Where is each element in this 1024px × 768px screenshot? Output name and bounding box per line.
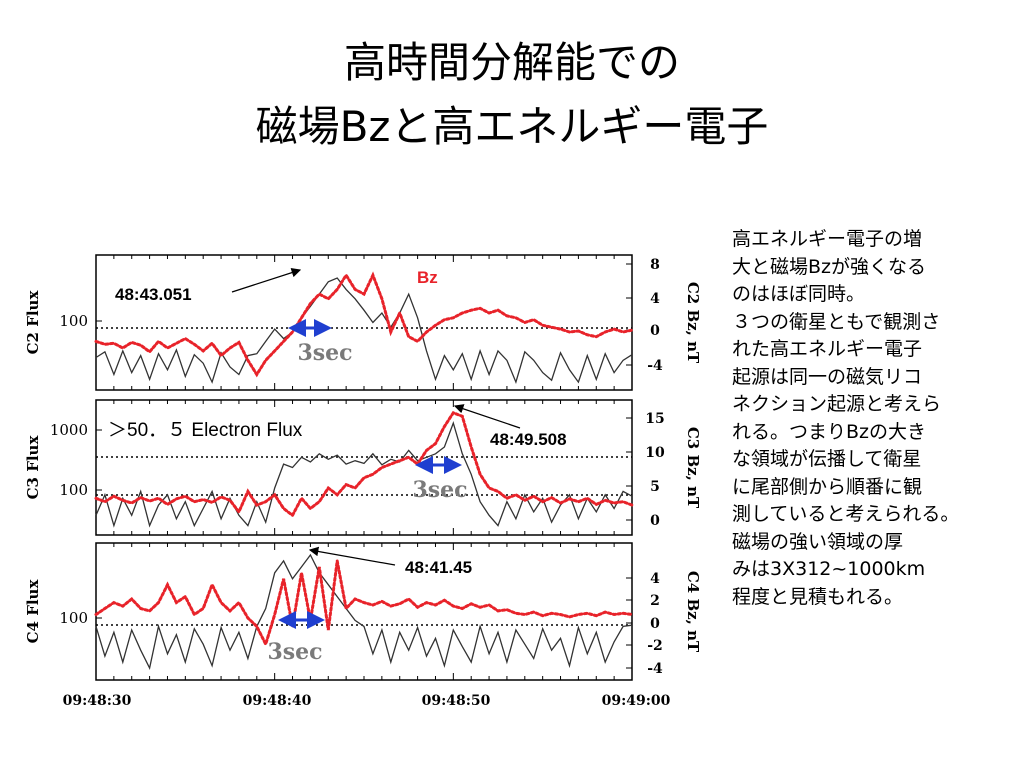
bz-series-line — [94, 410, 634, 518]
side-text-line: ネクション起源と考えら — [732, 393, 942, 415]
right-tick-label: 15 — [645, 411, 664, 427]
right-tick-label: 10 — [645, 445, 665, 461]
right-axis-title: C4 Bz, nT — [684, 571, 702, 653]
right-tick-label: -4 — [647, 358, 663, 374]
side-text-line: 磁場の強い領域の厚 — [732, 530, 904, 553]
left-axis-title: C3 Flux — [24, 435, 42, 500]
side-text-line: 大と磁場Bzが強くなる — [732, 255, 927, 278]
right-tick-label: -4 — [647, 661, 663, 677]
side-text-line: 測していると考えられる。 — [732, 503, 960, 525]
side-text-line: な領域が伝播して衛星 — [732, 448, 922, 470]
flux-series-line — [95, 421, 633, 528]
side-text-line: 起源は同一の磁気リコ — [732, 365, 923, 388]
side-text-line: 程度と見積もれる。 — [732, 585, 904, 608]
bz-series-line — [94, 271, 634, 378]
annotation-time-label: 48:49.508 — [490, 430, 567, 449]
annotation-time-label: 48:43.051 — [115, 285, 192, 304]
flux-series-line — [95, 277, 633, 385]
panel-frame — [95, 254, 633, 391]
x-tick-label: 09:48:40 — [243, 693, 312, 709]
x-tick-label: 09:48:50 — [422, 693, 491, 709]
flux-series-line — [95, 553, 633, 670]
x-tick-label: 09:49:00 — [602, 693, 671, 709]
annotation-time-label: 48:41.45 — [405, 558, 472, 577]
right-axis-title: C2 Bz, nT — [684, 282, 702, 364]
annotation-arrow — [453, 404, 521, 429]
slide-title-line1: 高時間分解能での — [343, 38, 680, 87]
interval-label: 3sec — [297, 340, 352, 366]
slide-title-line2: 磁場Bzと高エネルギー電子 — [255, 102, 769, 151]
panel-frame — [95, 542, 633, 681]
side-text-line: のはほぼ同時。 — [732, 283, 866, 305]
bz-series-line — [94, 560, 634, 649]
right-tick-label: 4 — [650, 291, 660, 307]
right-tick-label: 2 — [650, 593, 660, 609]
right-axis-title: C3 Bz, nT — [684, 427, 702, 509]
right-tick-label: 0 — [650, 323, 660, 339]
left-tick-label: 100 — [59, 609, 88, 627]
panel-label: ＞50．５ Electron Flux — [108, 420, 303, 441]
right-tick-label: -2 — [647, 638, 663, 654]
annotation-arrow — [308, 546, 396, 566]
side-explanation: 高エネルギー電子の増 大と磁場Bzが強くなる のはほぼ同時。 ３つの衛星ともで観… — [732, 226, 1024, 611]
interval-label: 3sec — [412, 477, 467, 503]
right-tick-label: 5 — [650, 479, 660, 495]
right-tick-label: 8 — [650, 257, 660, 273]
side-text-line: れた高エネルギー電子 — [732, 338, 923, 360]
left-tick-label: 100 — [59, 312, 88, 330]
side-text-line: に尾部側から順番に観 — [732, 475, 923, 498]
side-text-line: ３つの衛星ともで観測さ — [732, 310, 941, 333]
right-tick-label: 0 — [650, 616, 660, 632]
right-tick-label: 0 — [650, 513, 660, 529]
right-tick-label: 4 — [650, 571, 660, 587]
side-text-line: みは3X312~1000km — [732, 558, 926, 580]
left-tick-label: 100 — [59, 481, 88, 499]
interval-label: 3sec — [267, 639, 322, 665]
left-tick-label: 1000 — [50, 421, 88, 439]
annotation-arrow — [231, 268, 302, 293]
bz-series-label: Bz — [417, 268, 438, 287]
side-text-line: れる。つまりBzの大き — [732, 420, 927, 443]
side-text-line: 高エネルギー電子の増 — [732, 228, 923, 250]
x-tick-label: 09:48:30 — [63, 693, 132, 709]
left-axis-title: C2 Flux — [24, 290, 42, 355]
left-axis-title: C4 Flux — [24, 579, 42, 644]
